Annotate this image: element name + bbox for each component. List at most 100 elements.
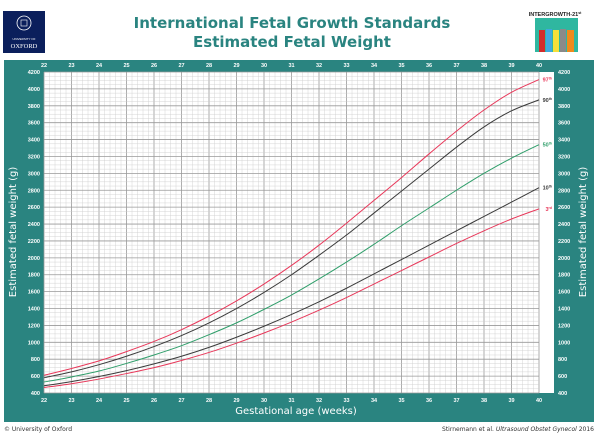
x-tick-label: 39 — [508, 63, 514, 69]
x-tick-label: 23 — [68, 63, 74, 69]
y-tick-label-right: 2800 — [558, 188, 570, 194]
x-tick-label: 36 — [426, 63, 432, 69]
x-tick-label: 26 — [151, 398, 157, 404]
tick-labels: 22 22 23 23 24 24 25 25 26 26 27 27 28 28 29 29 30 30 31 31… — [28, 63, 571, 404]
y-tick-label-left: 400 — [31, 391, 40, 397]
x-tick-label: 39 — [508, 398, 514, 404]
x-tick-label: 29 — [233, 398, 239, 404]
y-tick-label-left: 1000 — [28, 340, 40, 346]
x-tick-label: 22 — [41, 398, 47, 404]
title-line1: International Fetal Growth Standards — [134, 14, 451, 32]
x-tick-label: 27 — [178, 63, 184, 69]
y-tick-label-left: 2800 — [28, 188, 40, 194]
y-tick-label-left: 3200 — [28, 154, 40, 160]
percentile-label-97th: 97th — [543, 77, 552, 84]
y-tick-label-right: 3400 — [558, 138, 570, 144]
y-tick-label-right: 3200 — [558, 154, 570, 160]
percentile-line-10th — [43, 187, 540, 387]
oxford-logo: UNIVERSITY OF OXFORD — [3, 11, 45, 53]
y-tick-label-left: 3600 — [28, 121, 40, 127]
y-axis-title-right: Estimated fetal weight (g) — [578, 167, 589, 298]
y-tick-label-right: 3000 — [558, 171, 570, 177]
oxford-logo-line2: OXFORD — [11, 43, 38, 50]
y-tick-label-right: 600 — [558, 374, 567, 380]
y-tick-label-right: 1200 — [558, 323, 570, 329]
y-tick-label-left: 2200 — [28, 239, 40, 245]
x-tick-label: 23 — [68, 398, 74, 404]
y-tick-label-right: 1800 — [558, 273, 570, 279]
x-tick-label: 40 — [536, 398, 542, 404]
x-tick-label: 33 — [343, 398, 349, 404]
intergrowth-logo: INTERGROWTH-21st — [529, 11, 582, 52]
y-tick-label-left: 800 — [31, 357, 40, 363]
y-tick-label-left: 2400 — [28, 222, 40, 228]
y-tick-label-left: 3000 — [28, 171, 40, 177]
copyright: © University of Oxford — [4, 426, 72, 433]
y-tick-label-right: 800 — [558, 357, 567, 363]
x-tick-label: 34 — [371, 398, 378, 404]
percentile-label-10th: 10th — [543, 185, 552, 192]
intergrowth-label: INTERGROWTH-21st — [529, 11, 582, 18]
y-tick-label-left: 1600 — [28, 290, 40, 296]
grid — [43, 71, 540, 394]
y-tick-label-left: 2000 — [28, 256, 40, 262]
x-tick-label: 22 — [41, 63, 47, 69]
x-tick-label: 35 — [398, 398, 404, 404]
x-tick-label: 31 — [288, 398, 294, 404]
x-tick-label: 33 — [343, 63, 349, 69]
x-tick-label: 38 — [481, 398, 487, 404]
y-tick-label-right: 1600 — [558, 290, 570, 296]
x-tick-label: 25 — [123, 398, 129, 404]
x-tick-label: 28 — [206, 398, 212, 404]
percentile-line-97th — [43, 79, 540, 376]
y-tick-label-right: 400 — [558, 391, 567, 397]
percentile-line-50th — [43, 144, 540, 383]
x-axis-title: Gestational age (weeks) — [235, 406, 357, 417]
y-tick-label-left: 1800 — [28, 273, 40, 279]
x-tick-label: 34 — [371, 63, 378, 69]
x-tick-label: 26 — [151, 63, 157, 69]
y-tick-label-right: 2000 — [558, 256, 570, 262]
percentile-label-50th: 50th — [543, 142, 552, 149]
title-line2: Estimated Fetal Weight — [193, 33, 391, 51]
y-tick-label-left: 2600 — [28, 205, 40, 211]
y-tick-label-right: 3600 — [558, 121, 570, 127]
y-tick-label-left: 1400 — [28, 307, 40, 313]
percentile-line-90th — [43, 99, 540, 379]
y-tick-label-left: 600 — [31, 374, 40, 380]
y-tick-label-right: 1000 — [558, 340, 570, 346]
y-tick-label-right: 2400 — [558, 222, 570, 228]
x-tick-label: 24 — [96, 398, 103, 404]
x-tick-label: 38 — [481, 63, 487, 69]
y-tick-label-right: 4200 — [558, 70, 570, 76]
x-tick-label: 37 — [453, 398, 459, 404]
y-tick-label-right: 4000 — [558, 87, 570, 93]
percentile-lines: 97th 90th 50th 10th 3rd — [43, 77, 552, 389]
y-tick-label-left: 4200 — [28, 70, 40, 76]
x-tick-label: 32 — [316, 398, 322, 404]
oxford-logo-line1: UNIVERSITY OF — [13, 37, 36, 41]
x-tick-label: 29 — [233, 63, 239, 69]
y-tick-label-right: 1400 — [558, 307, 570, 313]
x-tick-label: 25 — [123, 63, 129, 69]
y-tick-label-left: 3800 — [28, 104, 40, 110]
citation: Stirnemann et al. Ultrasound Obstet Gyne… — [442, 426, 594, 433]
x-tick-label: 40 — [536, 63, 542, 69]
x-tick-label: 35 — [398, 63, 404, 69]
x-tick-label: 28 — [206, 63, 212, 69]
y-tick-label-left: 3400 — [28, 138, 40, 144]
y-tick-label-left: 4000 — [28, 87, 40, 93]
x-tick-label: 30 — [261, 63, 267, 69]
percentile-label-3rd: 3rd — [545, 206, 552, 213]
x-tick-label: 36 — [426, 398, 432, 404]
y-tick-label-right: 3800 — [558, 104, 570, 110]
x-tick-label: 24 — [96, 63, 103, 69]
x-tick-label: 27 — [178, 398, 184, 404]
x-tick-label: 30 — [261, 398, 267, 404]
percentile-line-3rd — [43, 208, 540, 389]
y-tick-label-right: 2200 — [558, 239, 570, 245]
x-tick-label: 31 — [288, 63, 294, 69]
y-tick-label-right: 2600 — [558, 205, 570, 211]
percentile-label-90th: 90th — [543, 97, 552, 104]
